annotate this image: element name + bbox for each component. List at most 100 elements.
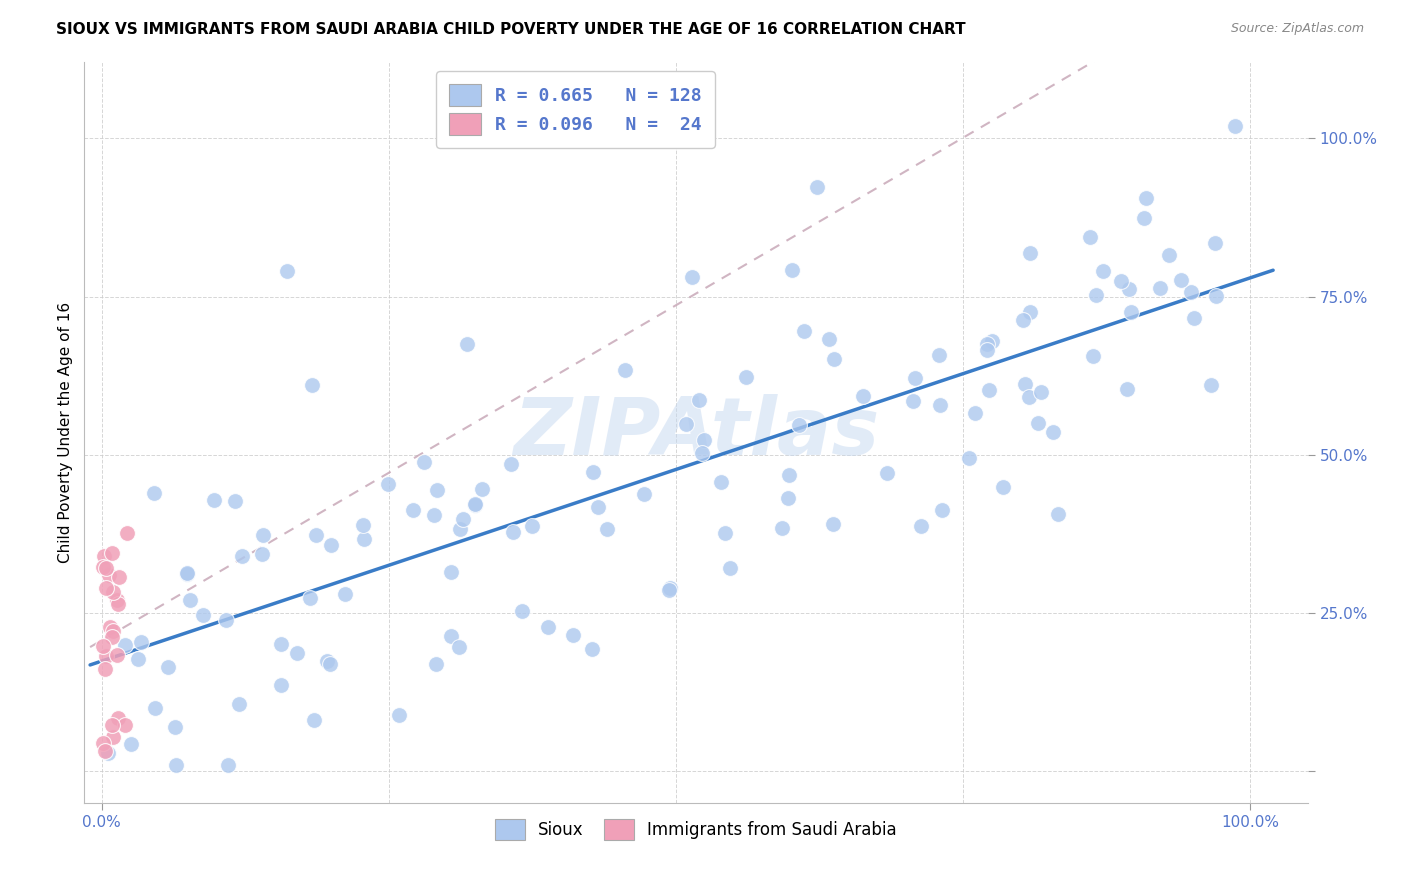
- Point: [425, 657, 447, 671]
- Point: [276, 263, 298, 277]
- Point: [287, 646, 309, 660]
- Point: [117, 525, 139, 540]
- Point: [114, 718, 136, 732]
- Point: [675, 417, 697, 431]
- Y-axis label: Child Poverty Under the Age of 16: Child Poverty Under the Age of 16: [58, 302, 73, 563]
- Point: [423, 508, 446, 522]
- Point: [456, 337, 478, 351]
- Point: [1081, 349, 1104, 363]
- Point: [91, 735, 114, 749]
- Point: [105, 593, 128, 607]
- Point: [101, 624, 124, 639]
- Point: [1014, 376, 1036, 391]
- Point: [561, 628, 583, 642]
- Point: [1205, 289, 1227, 303]
- Legend: Sioux, Immigrants from Saudi Arabia: Sioux, Immigrants from Saudi Arabia: [488, 813, 904, 847]
- Point: [910, 519, 932, 533]
- Text: ZIPAtlas: ZIPAtlas: [513, 393, 879, 472]
- Point: [91, 560, 114, 574]
- Point: [1018, 246, 1040, 260]
- Point: [464, 498, 486, 512]
- Point: [193, 607, 215, 622]
- Text: Source: ZipAtlas.com: Source: ZipAtlas.com: [1230, 22, 1364, 36]
- Point: [537, 620, 560, 634]
- Point: [928, 348, 950, 362]
- Point: [228, 697, 250, 711]
- Point: [270, 637, 292, 651]
- Point: [876, 466, 898, 480]
- Point: [1170, 272, 1192, 286]
- Point: [596, 522, 619, 536]
- Point: [179, 593, 201, 607]
- Point: [1119, 305, 1142, 319]
- Point: [101, 630, 124, 644]
- Point: [976, 343, 998, 357]
- Point: [352, 517, 374, 532]
- Point: [658, 582, 681, 597]
- Point: [1078, 229, 1101, 244]
- Point: [447, 640, 470, 654]
- Point: [440, 629, 463, 643]
- Point: [501, 458, 523, 472]
- Point: [471, 482, 494, 496]
- Point: [520, 519, 543, 533]
- Point: [402, 503, 425, 517]
- Point: [1223, 119, 1246, 133]
- Point: [780, 262, 803, 277]
- Point: [714, 525, 737, 540]
- Point: [98, 620, 121, 634]
- Point: [789, 418, 811, 433]
- Point: [94, 561, 117, 575]
- Point: [120, 738, 142, 752]
- Point: [451, 512, 474, 526]
- Point: [101, 584, 124, 599]
- Point: [1149, 281, 1171, 295]
- Point: [231, 549, 253, 563]
- Point: [586, 500, 609, 515]
- Point: [582, 465, 605, 479]
- Point: [1019, 305, 1042, 319]
- Point: [315, 654, 337, 668]
- Point: [710, 475, 733, 490]
- Point: [681, 270, 703, 285]
- Point: [821, 516, 844, 531]
- Point: [91, 639, 114, 653]
- Point: [614, 363, 637, 377]
- Point: [690, 445, 713, 459]
- Point: [957, 451, 980, 466]
- Point: [93, 549, 115, 563]
- Point: [142, 486, 165, 500]
- Point: [823, 351, 845, 366]
- Point: [1204, 236, 1226, 251]
- Point: [299, 591, 322, 606]
- Point: [440, 565, 463, 579]
- Point: [980, 334, 1002, 348]
- Point: [302, 713, 325, 727]
- Point: [806, 179, 828, 194]
- Point: [94, 662, 117, 676]
- Point: [143, 701, 166, 715]
- Point: [778, 491, 800, 505]
- Point: [449, 522, 471, 536]
- Point: [250, 547, 273, 561]
- Point: [793, 324, 815, 338]
- Point: [633, 487, 655, 501]
- Point: [1118, 282, 1140, 296]
- Point: [270, 678, 292, 692]
- Point: [778, 467, 800, 482]
- Point: [97, 746, 120, 760]
- Point: [107, 597, 129, 611]
- Point: [928, 398, 950, 412]
- Point: [301, 378, 323, 392]
- Point: [931, 503, 953, 517]
- Point: [688, 392, 710, 407]
- Point: [101, 546, 124, 560]
- Point: [114, 638, 136, 652]
- Point: [1018, 390, 1040, 404]
- Point: [718, 561, 741, 575]
- Point: [851, 389, 873, 403]
- Point: [1085, 288, 1108, 302]
- Point: [252, 527, 274, 541]
- Point: [217, 757, 239, 772]
- Point: [502, 525, 524, 540]
